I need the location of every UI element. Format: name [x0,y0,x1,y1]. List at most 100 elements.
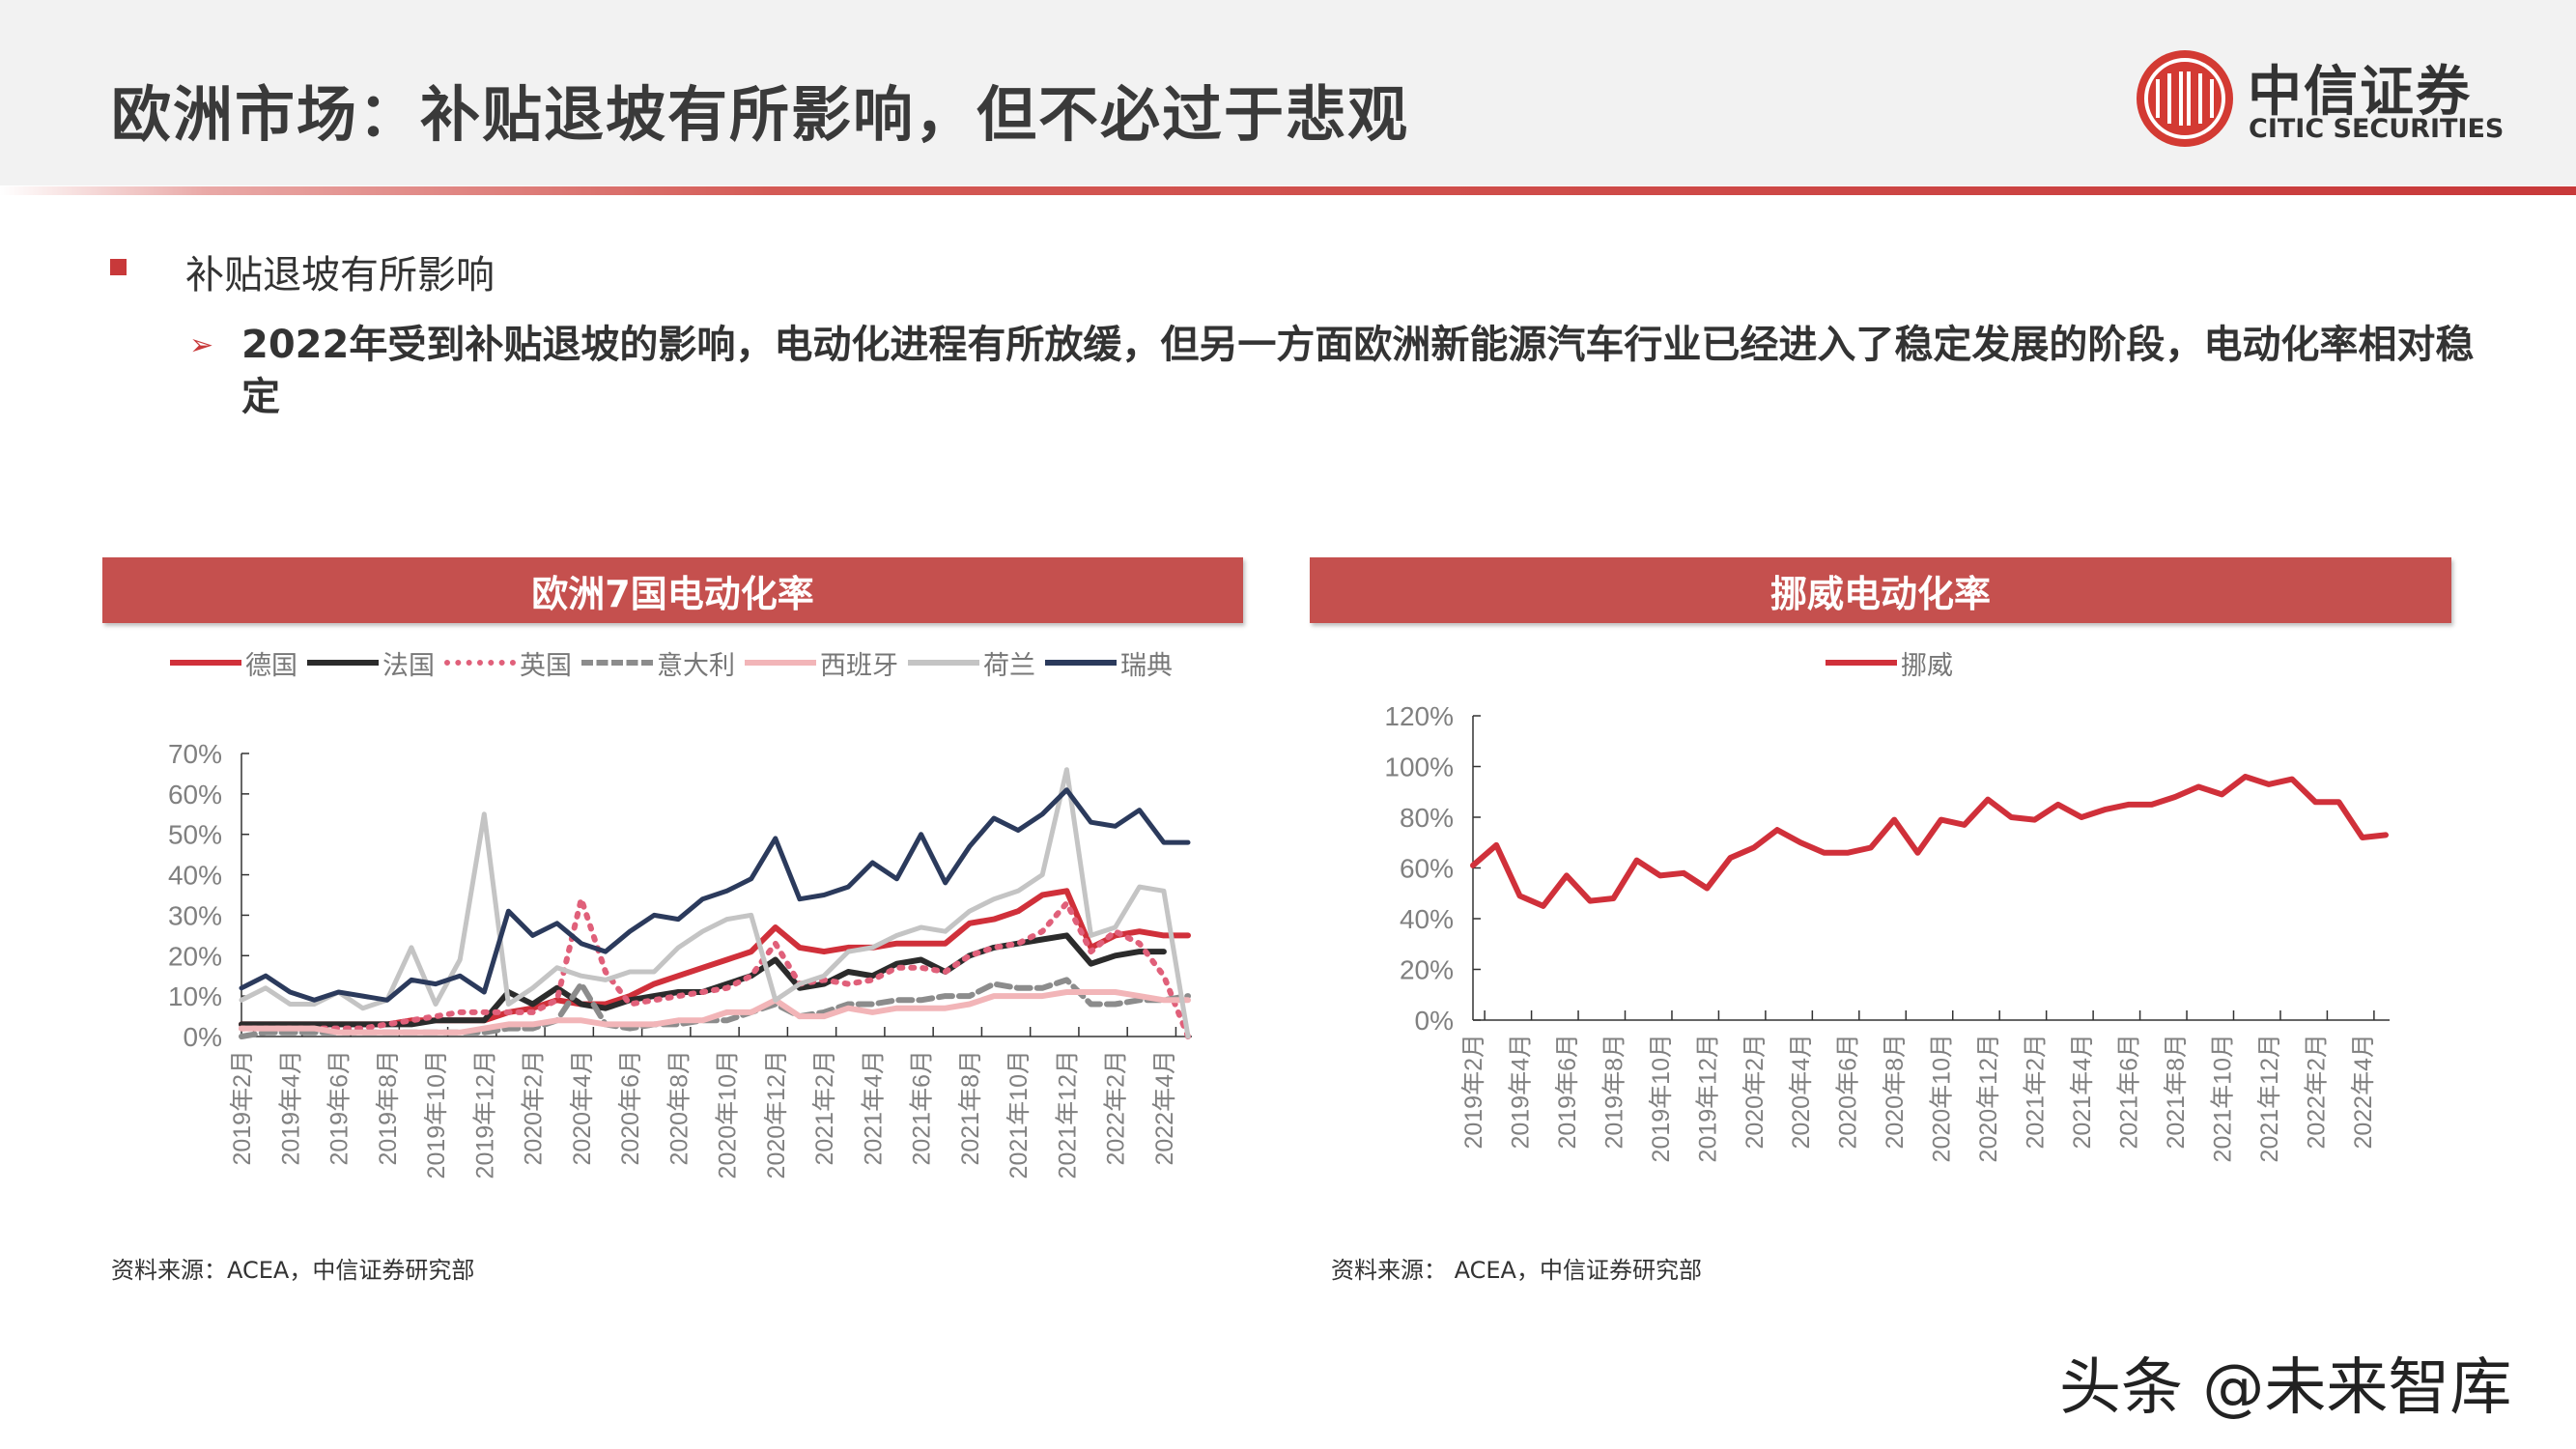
x-tick-label: 2019年8月 [375,1050,402,1166]
bullet-paragraph: 2022年受到补贴退坡的影响，电动化进程有所放缓，但另一方面欧洲新能源汽车行业已… [241,323,2475,419]
x-tick-label: 2021年12月 [1054,1050,1081,1179]
chart-title-norway: 挪威电动化率 [1310,557,2451,623]
x-tick-label: 2022年4月 [1151,1050,1178,1166]
logo-text-en: CITIC SECURITIES [2249,114,2505,144]
x-tick-label: 2021年2月 [811,1050,838,1166]
legend-item: 英国 [444,644,572,682]
legend-swatch [170,660,241,666]
x-tick-label: 2021年8月 [957,1050,984,1166]
series-line-7 [239,787,1191,1003]
legend-norway: 挪威 [1826,643,1963,682]
series-line-1 [239,888,1191,1028]
y-tick-label: 60% [168,780,222,810]
watermark: 头条 @未来智库 [2059,1352,2512,1424]
legend-swatch [307,660,379,666]
legend-swatch [745,660,816,666]
legend-swatch [1045,660,1117,666]
x-tick-label: 2020年8月 [665,1050,693,1166]
legend-label: 德国 [245,650,297,681]
legend-label: 英国 [520,650,572,681]
logo-text-cn: 中信证券 [2248,60,2472,124]
x-tick-label: 2020年6月 [1835,1034,1862,1150]
y-tick-label: 0% [184,1022,222,1052]
x-tick-label: 2021年4月 [860,1050,887,1166]
citic-logo: 中信证券 CITIC SECURITIES [2137,48,2542,155]
y-tick-label: 10% [168,981,222,1011]
bullet-heading: 补贴退坡有所影响 [185,253,495,298]
source-note-left: 资料来源：ACEA，中信证券研究部 [111,1257,475,1284]
y-tick-label: 20% [168,941,222,971]
x-tick-label: 2019年2月 [1460,1034,1487,1150]
y-tick-label: 50% [168,820,222,850]
x-tick-label: 2019年6月 [1554,1034,1581,1150]
citic-emblem-icon [2137,50,2233,147]
x-tick-label: 2022年2月 [2303,1034,2330,1150]
x-tick-label: 2021年2月 [2023,1034,2050,1150]
legend-item: 意大利 [581,644,735,682]
legend-swatch [444,660,516,666]
legend-item: 挪威 [1826,644,1953,682]
x-tick-label: 2019年2月 [229,1050,256,1166]
y-tick-label: 70% [168,739,222,769]
legend-swatch [581,660,653,666]
legend-label: 挪威 [1901,650,1953,681]
series-line-6 [239,767,1191,1039]
x-tick-label: 2019年12月 [471,1050,498,1179]
x-tick-label: 2019年8月 [1600,1034,1628,1150]
x-tick-label: 2020年2月 [521,1050,548,1166]
legend-label: 西班牙 [820,650,898,681]
x-tick-label: 2021年6月 [909,1050,936,1166]
header-divider [0,186,2576,195]
x-tick-label: 2020年10月 [715,1050,742,1179]
y-tick-label: 120% [1384,701,1454,731]
x-tick-label: 2021年12月 [2256,1034,2283,1162]
x-tick-label: 2019年4月 [277,1050,304,1166]
legend-item: 荷兰 [908,644,1035,682]
x-tick-label: 2019年10月 [1648,1034,1675,1162]
series-line-1 [1470,774,2389,909]
x-tick-label: 2020年6月 [617,1050,644,1166]
series-line-2 [239,932,1167,1028]
legend-item: 法国 [307,644,435,682]
y-tick-label: 20% [1400,955,1454,985]
y-tick-label: 100% [1384,753,1454,782]
x-tick-label: 2021年6月 [2115,1034,2142,1150]
y-tick-label: 60% [1400,854,1454,884]
x-tick-label: 2021年8月 [2163,1034,2190,1150]
x-tick-label: 2021年4月 [2069,1034,2096,1150]
x-tick-label: 2019年4月 [1507,1034,1534,1150]
x-tick-label: 2021年10月 [1005,1050,1033,1179]
y-tick-label: 40% [168,861,222,891]
x-tick-label: 2020年12月 [763,1050,790,1179]
y-tick-label: 30% [168,900,222,930]
x-tick-label: 2020年12月 [1975,1034,2002,1162]
x-tick-label: 2020年4月 [1788,1034,1815,1150]
page-title: 欧洲市场：补贴退坡有所影响，但不必过于悲观 [111,79,1410,150]
legend-label: 法国 [382,650,435,681]
x-tick-label: 2020年10月 [1929,1034,1956,1162]
triangle-right-icon: ➢ [189,328,214,362]
x-tick-label: 2022年2月 [1103,1050,1130,1166]
chart-title-europe7: 欧洲7国电动化率 [102,557,1243,623]
legend-swatch [1826,660,1897,666]
x-tick-label: 2020年4月 [569,1050,596,1166]
legend-swatch [908,660,979,666]
y-tick-label: 0% [1415,1006,1454,1036]
x-tick-label: 2021年10月 [2209,1034,2236,1162]
legend-label: 荷兰 [983,650,1035,681]
legend-europe7: 德国 法国 英国 意大利 西班牙 荷兰 瑞典 [170,643,1182,682]
x-tick-label: 2019年10月 [423,1050,450,1179]
y-tick-label: 80% [1400,803,1454,833]
square-bullet-icon [110,259,127,275]
x-tick-label: 2019年12月 [1694,1034,1721,1162]
legend-item: 瑞典 [1045,644,1173,682]
x-tick-label: 2020年8月 [1882,1034,1909,1150]
legend-label: 意大利 [657,650,735,681]
legend-item: 德国 [170,644,297,682]
x-tick-label: 2020年2月 [1741,1034,1769,1150]
legend-item: 西班牙 [745,644,898,682]
x-tick-label: 2022年4月 [2350,1034,2377,1150]
y-tick-label: 40% [1400,904,1454,934]
series-line-3 [239,895,1191,1039]
